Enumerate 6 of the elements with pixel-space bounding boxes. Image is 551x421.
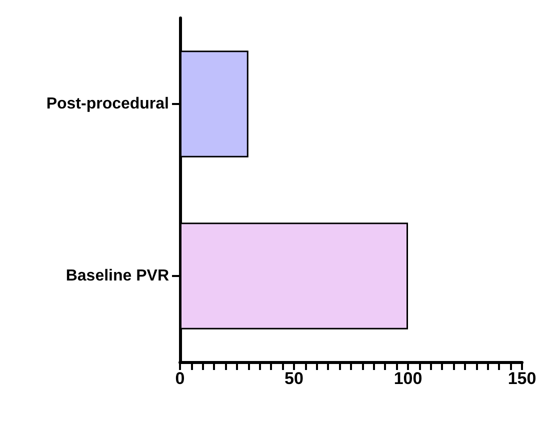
y-tick-label: Baseline PVR [66,268,170,284]
x-tick-label: 150 [508,369,536,388]
x-tick-label: 0 [175,369,185,388]
x-tick-label: 50 [284,369,304,388]
x-tick-label: 100 [394,369,422,388]
y-tick-label: Post-procedural [46,96,169,112]
